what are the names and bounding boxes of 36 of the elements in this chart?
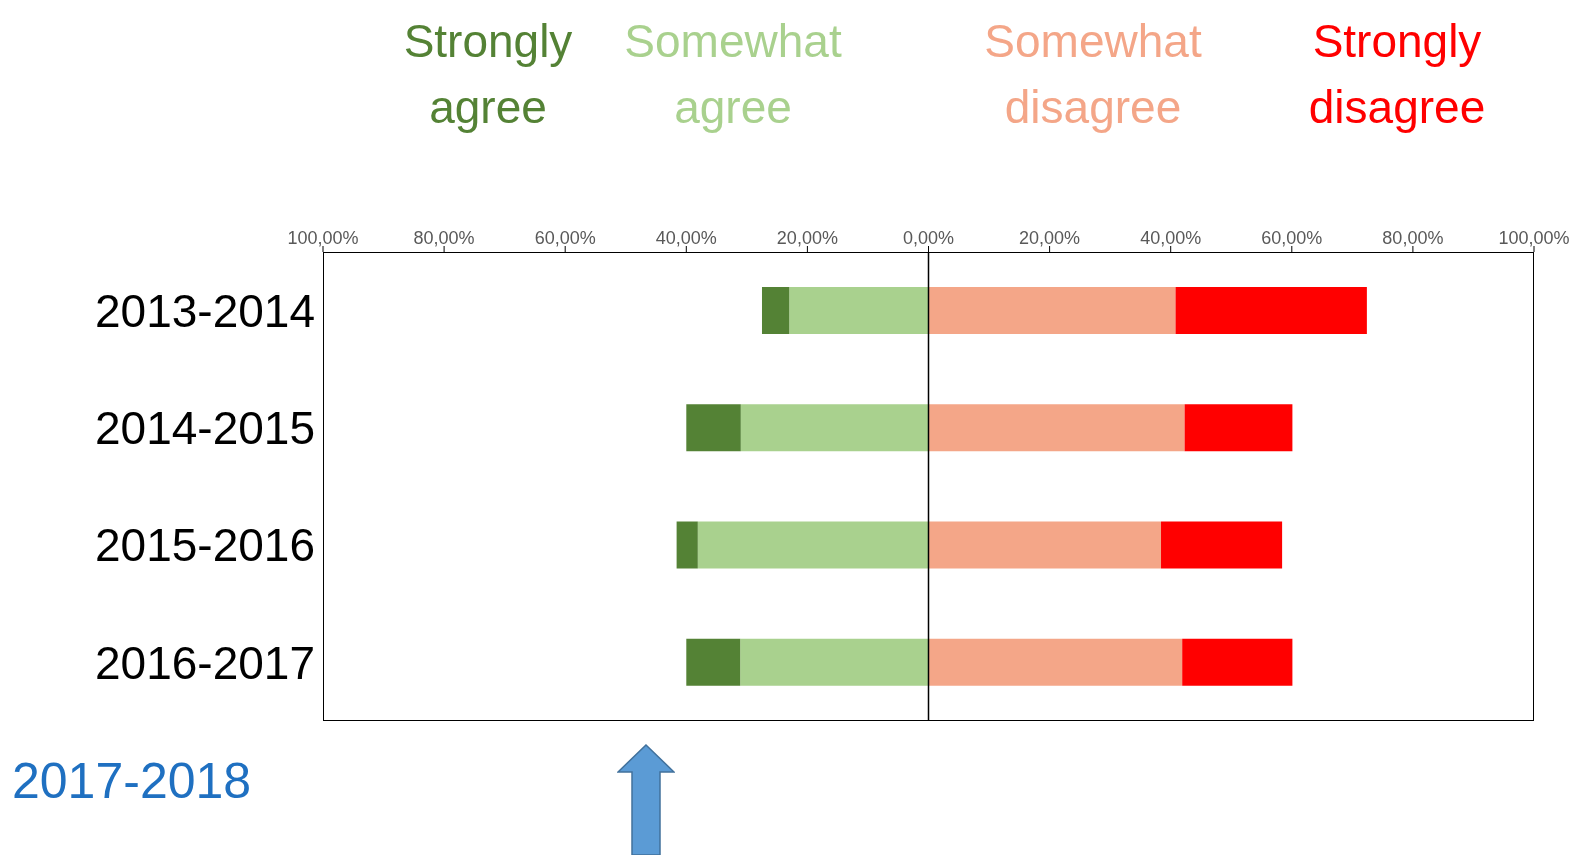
- bar: [740, 404, 929, 452]
- bar: [761, 287, 790, 334]
- y-tick-label: 2013-2014: [95, 284, 315, 337]
- x-tick-label: 40,00%: [655, 228, 717, 248]
- x-tick-label: 100,00%: [287, 228, 359, 248]
- bar: [928, 287, 1176, 334]
- bar: [686, 638, 741, 686]
- bar: [740, 638, 929, 686]
- x-tick-label: 20,00%: [1019, 228, 1081, 248]
- bar: [1182, 638, 1293, 686]
- y-tick-label: 2015-2016: [95, 519, 315, 572]
- bar: [1161, 521, 1283, 569]
- bar: [928, 521, 1162, 569]
- x-tick-label: 100,00%: [1498, 228, 1570, 248]
- x-tick-label: 20,00%: [776, 228, 838, 248]
- text: Somewhat disagree: [983, 14, 1203, 135]
- bar: [1184, 404, 1293, 452]
- x-tick-label: 80,00%: [1382, 228, 1444, 248]
- text: 2017-2018: [12, 752, 252, 810]
- y-tick-label: 2016-2017: [95, 636, 315, 689]
- text: Strongly disagree: [1307, 14, 1487, 135]
- y-tick-label: 2014-2015: [95, 402, 315, 455]
- x-tick-label: 60,00%: [534, 228, 596, 248]
- bar: [928, 404, 1185, 452]
- x-tick-label: 60,00%: [1261, 228, 1323, 248]
- bar: [697, 521, 929, 569]
- bar: [686, 404, 741, 452]
- bar: [1175, 287, 1367, 334]
- text: Somewhat agree: [623, 14, 843, 135]
- text: Strongly agree: [402, 14, 574, 135]
- x-tick-label: 80,00%: [413, 228, 475, 248]
- x-tick-label: 0,00%: [902, 228, 955, 248]
- x-tick-label: 40,00%: [1140, 228, 1202, 248]
- bar: [676, 521, 698, 569]
- bar: [928, 638, 1183, 686]
- bar: [789, 287, 929, 334]
